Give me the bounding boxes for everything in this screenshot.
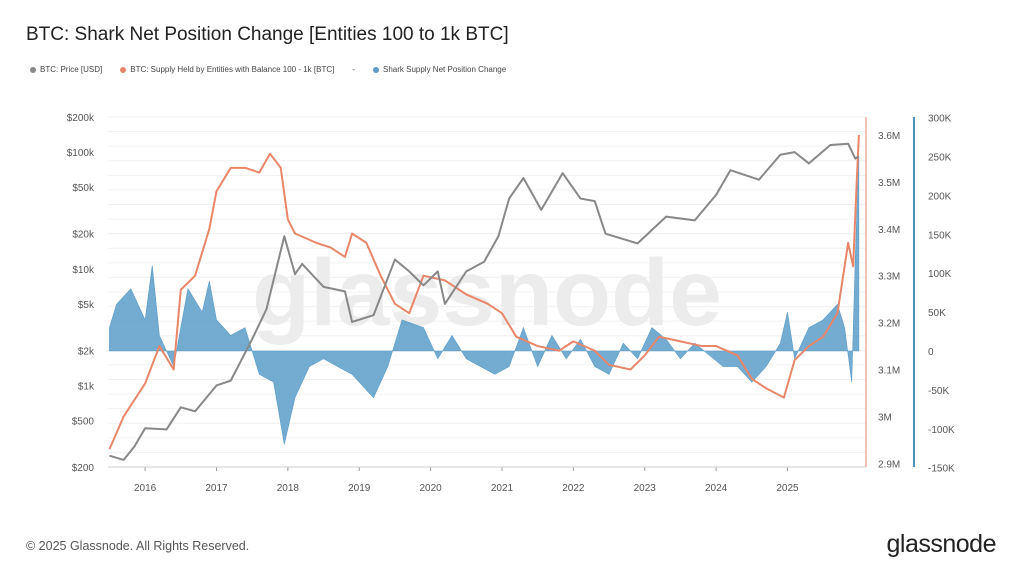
x-tick: 2025 [776, 483, 799, 494]
y-tick-netchange: 0 [928, 347, 934, 358]
y-tick-supply: 3M [878, 412, 892, 423]
chart-title: BTC: Shark Net Position Change [Entities… [26, 24, 509, 45]
legend-item-supply[interactable]: BTC: Supply Held by Entities with Balanc… [120, 65, 334, 74]
series-price-line [109, 142, 860, 461]
y-tick-supply: 3.3M [878, 272, 900, 283]
y-tick-price: $10k [72, 265, 95, 276]
series-supply-line [108, 134, 860, 450]
x-tick: 2023 [634, 483, 657, 494]
y-tick-supply: 3.1M [878, 366, 900, 377]
series-netchange-area [109, 156, 860, 445]
y-tick-price: $5k [78, 300, 95, 311]
legend-separator: - [352, 65, 355, 74]
y-tick-supply: 3.4M [878, 225, 900, 236]
x-tick: 2020 [419, 483, 442, 494]
legend-item-netchange[interactable]: Shark Supply Net Position Change [373, 65, 506, 74]
y-tick-supply: 3.6M [878, 131, 900, 142]
y-tick-price: $2k [78, 346, 95, 357]
x-tick: 2016 [134, 483, 157, 494]
y-tick-netchange: 50K [928, 308, 946, 319]
y-tick-netchange: 250K [928, 153, 952, 164]
y-tick-supply: 2.9M [878, 459, 900, 470]
y-tick-supply: 3.5M [878, 178, 900, 189]
y-tick-netchange: 100K [928, 269, 952, 280]
legend-label: BTC: Price [USD] [40, 65, 103, 74]
x-tick: 2019 [348, 483, 371, 494]
x-tick: 2018 [277, 483, 300, 494]
x-tick: 2024 [705, 483, 728, 494]
y-tick-price: $50k [72, 183, 95, 194]
y-tick-price: $100k [67, 148, 95, 159]
legend: BTC: Price [USD] BTC: Supply Held by Ent… [30, 65, 506, 74]
y-tick-price: $1k [78, 381, 95, 392]
legend-item-price[interactable]: BTC: Price [USD] [30, 65, 102, 74]
y-tick-price: $200k [67, 113, 95, 124]
legend-dot [30, 66, 36, 73]
legend-label: - [352, 65, 355, 74]
x-tick: 2017 [205, 483, 228, 494]
x-tick: 2021 [491, 483, 514, 494]
legend-dot [373, 66, 379, 73]
y-tick-price: $200 [72, 463, 95, 474]
y-tick-netchange: -100K [928, 425, 955, 436]
legend-label: Shark Supply Net Position Change [383, 65, 507, 74]
y-tick-price: $20k [72, 230, 95, 241]
legend-dot [120, 66, 127, 73]
y-tick-netchange: -150K [928, 464, 955, 475]
y-tick-netchange: 150K [928, 230, 952, 241]
y-tick-netchange: 300K [928, 114, 952, 125]
brand-logo: glassnode [886, 530, 997, 558]
copyright: © 2025 Glassnode. All Rights Reserved. [26, 539, 250, 553]
legend-label: BTC: Supply Held by Entities with Balanc… [130, 65, 335, 74]
y-tick-supply: 3.2M [878, 319, 900, 330]
x-tick: 2022 [562, 483, 585, 494]
y-tick-price: $500 [72, 417, 95, 428]
y-tick-netchange: 200K [928, 191, 952, 202]
y-tick-netchange: -50K [928, 386, 949, 397]
